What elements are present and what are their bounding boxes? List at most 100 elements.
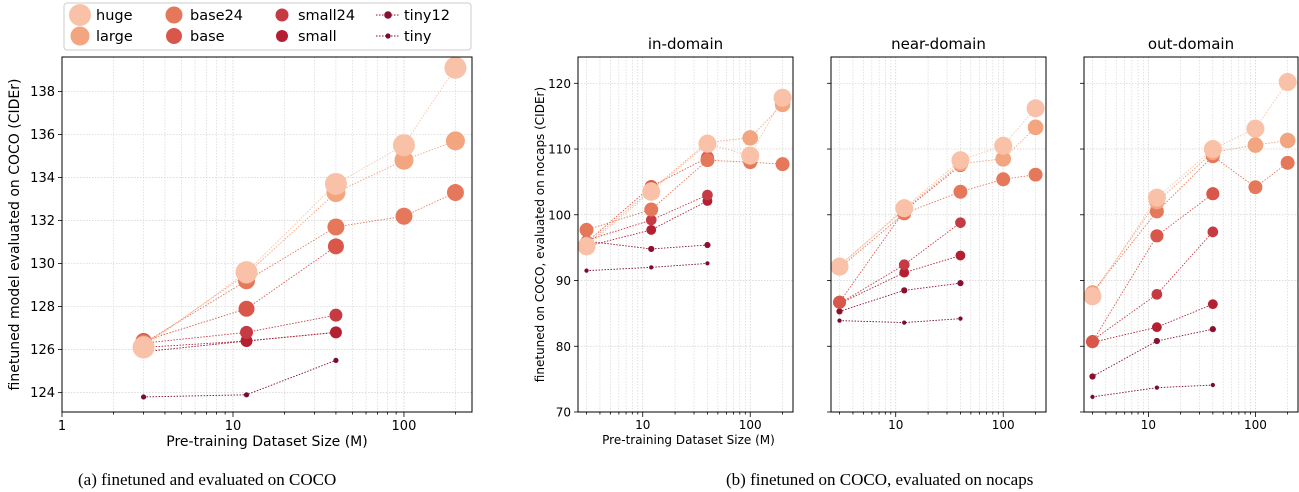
legend-marker	[275, 8, 289, 22]
series-line-tiny	[586, 262, 708, 272]
series-line-large	[1092, 140, 1288, 294]
data-point-base	[832, 295, 847, 309]
y-tick-label: 138	[30, 85, 55, 100]
data-point-large	[1279, 132, 1296, 149]
chart-panel-1: 124 126 128 130 132 134 136 138 1 10 100 Pre-traini…	[7, 56, 473, 450]
legend-label: huge	[96, 8, 133, 24]
data-point-small	[1151, 322, 1162, 333]
y-tick-label: 134	[30, 171, 55, 186]
series-line-huge	[143, 67, 456, 348]
data-point-huge	[1203, 140, 1222, 159]
legend-marker	[276, 30, 288, 42]
grid	[578, 57, 793, 413]
legend: huge large base24 base small24 small tiny12 tin…	[63, 2, 472, 51]
data-point-tiny12	[1089, 373, 1096, 380]
data-point-base24	[395, 207, 413, 225]
data-point-huge	[1147, 188, 1166, 207]
series-line-base	[839, 165, 961, 303]
data-point-small24	[329, 308, 343, 322]
legend-marker	[166, 28, 182, 44]
legend-label: base24	[190, 8, 243, 24]
y-tick-label: 80	[556, 340, 571, 354]
data-point-small24	[1151, 288, 1163, 300]
legend-entry-tiny: tiny	[376, 29, 432, 45]
series-line-huge	[586, 97, 783, 247]
legend-entry-small24: small24	[275, 8, 355, 24]
data-point-huge	[235, 261, 258, 284]
data-point-tiny	[837, 318, 842, 323]
data-point-tiny	[902, 320, 907, 325]
series-line-tiny12	[143, 331, 336, 353]
chart-panel-3: 10 100 near-domain	[827, 35, 1047, 432]
x-axis-label: Pre-training Dataset Size (M)	[602, 433, 775, 447]
plot-frame	[577, 56, 794, 413]
legend-entry-huge: huge	[69, 4, 133, 26]
data-point-huge	[895, 199, 914, 218]
series-line-large	[586, 104, 783, 245]
data-point-large	[1247, 137, 1264, 153]
legend-marker	[69, 4, 91, 26]
panel-title: in-domain	[648, 35, 723, 53]
plot-frame	[1083, 56, 1299, 413]
caption-a: (a) finetuned and evaluated on COCO	[78, 470, 337, 489]
data-point-huge	[994, 136, 1013, 155]
data-point-small24	[1207, 226, 1219, 238]
series-line-base24	[143, 192, 456, 344]
data-point-base	[238, 300, 255, 317]
data-point-huge	[773, 88, 792, 107]
legend-entry-large: large	[70, 26, 133, 46]
data-point-tiny12	[1209, 326, 1216, 333]
data-point-tiny	[705, 261, 710, 266]
data-point-tiny12	[704, 241, 711, 249]
data-point-base24	[775, 157, 790, 172]
data-point-tiny12	[648, 245, 655, 253]
data-point-base24	[1280, 155, 1295, 170]
data-point-base24	[446, 184, 464, 202]
series-line-tiny	[143, 359, 337, 398]
data-point-small	[646, 224, 657, 235]
legend-marker	[384, 11, 392, 19]
series-line-small24	[1092, 231, 1214, 341]
data-point-tiny12	[836, 308, 843, 315]
y-tick-label: 136	[30, 128, 55, 143]
series-line-huge	[839, 107, 1036, 268]
y-tick-label: 100	[548, 208, 571, 222]
panel-title: near-domain	[891, 35, 986, 53]
series-line-tiny	[1092, 384, 1213, 398]
series-line-tiny12	[1092, 328, 1213, 377]
x-tick-label: 1	[58, 419, 66, 434]
data-point-tiny	[140, 394, 147, 400]
y-tick-label: 126	[30, 343, 55, 358]
data-point-small24	[702, 189, 713, 201]
legend-entry-tiny12: tiny12	[376, 8, 450, 24]
data-point-tiny12	[1153, 337, 1161, 345]
chart-panel-4: 10 100 out-domain	[1080, 35, 1299, 432]
data-point-base	[1150, 229, 1164, 243]
legend-entry-base: base	[166, 28, 225, 45]
data-point-huge	[698, 134, 717, 153]
legend-label: small	[298, 29, 337, 45]
data-point-base24	[644, 202, 659, 217]
data-point-base24	[1028, 167, 1043, 182]
x-axis-label: Pre-training Dataset Size (M)	[166, 434, 367, 450]
y-tick-label: 90	[556, 274, 571, 288]
data-point-huge	[1278, 72, 1297, 92]
data-point-huge	[392, 134, 415, 157]
data-point-huge	[444, 56, 467, 79]
data-point-huge	[1083, 287, 1102, 306]
y-axis-label: finetuned on COCO, evaluated on nocaps (…	[533, 87, 547, 382]
data-point-small	[1207, 299, 1218, 310]
y-tick-label: 120	[548, 77, 571, 91]
legend-label: small24	[298, 8, 355, 24]
data-point-base24	[579, 222, 594, 237]
data-point-tiny	[1090, 394, 1095, 400]
plot-frame	[61, 56, 473, 413]
data-point-tiny	[1154, 385, 1160, 390]
data-point-base	[1085, 335, 1100, 349]
y-axis-label: finetuned model evaluated on COCO (CIDEr…	[7, 79, 23, 391]
series-line-small	[1092, 303, 1214, 343]
x-tick-label: 100	[1244, 418, 1267, 432]
data-point-tiny12	[901, 287, 908, 294]
y-tick-label: 110	[548, 143, 571, 157]
data-point-tiny	[584, 268, 589, 273]
